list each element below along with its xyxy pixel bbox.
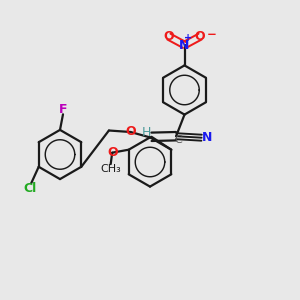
Text: O: O — [125, 125, 136, 138]
Text: O: O — [164, 30, 174, 43]
Text: +: + — [184, 33, 193, 43]
Text: F: F — [59, 103, 68, 116]
Text: C: C — [174, 135, 182, 146]
Text: N: N — [202, 131, 212, 144]
Text: O: O — [195, 30, 206, 43]
Text: N: N — [179, 38, 190, 52]
Text: O: O — [107, 146, 118, 159]
Text: CH₃: CH₃ — [100, 164, 121, 174]
Text: Cl: Cl — [23, 182, 36, 195]
Text: H: H — [142, 126, 152, 139]
Text: −: − — [207, 28, 216, 41]
